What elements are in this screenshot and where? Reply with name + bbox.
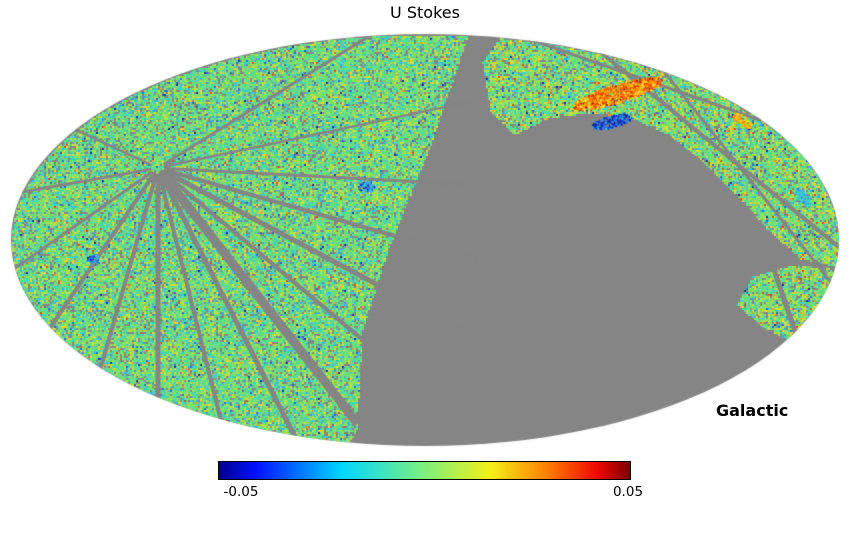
coordinate-system-label: Galactic — [716, 401, 789, 420]
chart-title: U Stokes — [390, 3, 460, 22]
colorbar — [218, 461, 631, 480]
colorbar-min-label: -0.05 — [223, 484, 259, 500]
colorbar-max-label: 0.05 — [612, 484, 644, 500]
